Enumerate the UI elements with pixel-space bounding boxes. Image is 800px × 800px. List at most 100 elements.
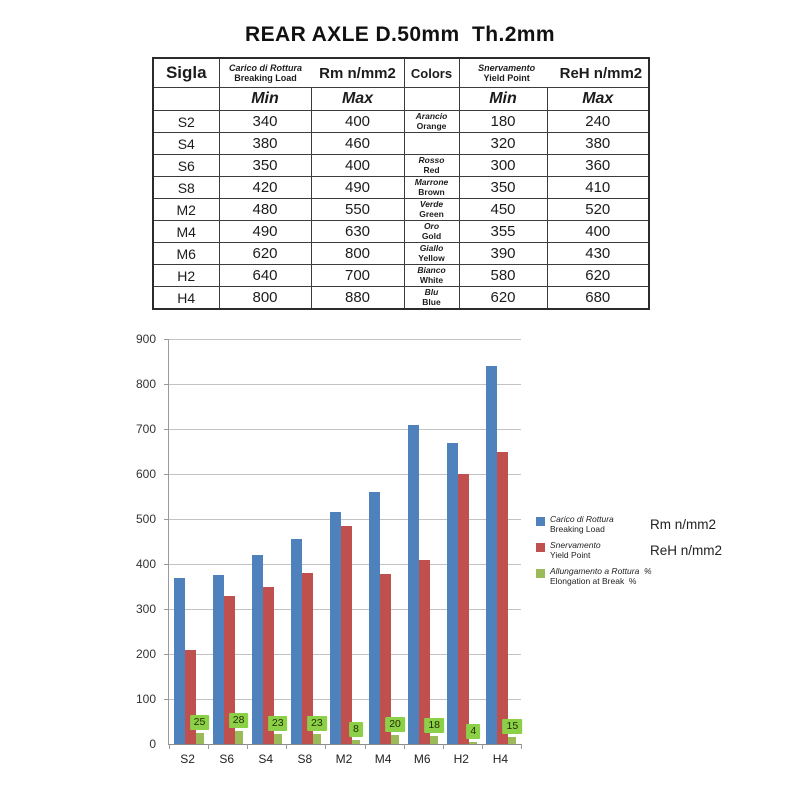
y-axis: 0 100 200 300 400 500 600 700 800 900 [100, 332, 162, 751]
table-row: S4 380 460 320 380 [152, 132, 650, 155]
cell-sigla: S4 [152, 132, 220, 155]
y-axis-label: 400 [135, 557, 156, 571]
elongation-value-label: 23 [267, 715, 288, 731]
cell-reh-min: 450 [458, 198, 548, 221]
color-name-italian: Arancio [415, 111, 448, 121]
color-name-italian: Marrone [414, 177, 449, 187]
bar-yield-point [184, 649, 196, 744]
cell-rm-min: 490 [218, 220, 312, 243]
legend-unit: Rm n/mm2 [650, 516, 717, 532]
y-tick-mark [164, 699, 169, 700]
y-axis-label: 500 [135, 512, 156, 526]
bar-yield-point [458, 474, 470, 744]
color-name-italian: Verde [419, 199, 444, 209]
cell-reh-min: 390 [458, 242, 548, 265]
table-header-row-1: Sigla Carico di Rottura Breaking Load Rm… [152, 57, 650, 88]
bar-breaking-load [369, 492, 381, 744]
x-axis-label: S8 [297, 752, 313, 766]
color-name-italian: Bianco [417, 265, 446, 275]
elongation-value-label: 18 [424, 717, 444, 733]
cell-color: Arancio Orange [403, 110, 460, 133]
bar-elongation [273, 733, 282, 744]
legend-label: Carico di Rottura Breaking Load [550, 514, 646, 534]
header-yield-it: Snervamento [478, 63, 536, 73]
elongation-value-label: 4 [466, 724, 481, 740]
cell-rm-max: 880 [310, 286, 405, 310]
color-name-english: Gold [421, 230, 442, 241]
header-rm-min: Min [218, 87, 312, 111]
bar-breaking-load [290, 539, 302, 744]
table-row: H2 640 700 Bianco White 580 620 [152, 264, 650, 287]
cell-rm-min: 340 [218, 110, 312, 133]
table-row: M4 490 630 Oro Gold 355 400 [152, 220, 650, 243]
header-reh-min: Min [458, 87, 548, 111]
bar-elongation [351, 740, 360, 744]
bar-yield-point [223, 595, 235, 744]
cell-reh-min: 300 [458, 154, 548, 177]
cell-rm-max: 400 [310, 110, 405, 133]
y-axis-label: 700 [135, 422, 156, 436]
color-name-italian: Rosso [418, 155, 445, 165]
cell-rm-max: 550 [310, 198, 405, 221]
cell-reh-max: 410 [546, 176, 650, 199]
bar-breaking-load [329, 512, 341, 744]
spec-table: Sigla Carico di Rottura Breaking Load Rm… [152, 57, 650, 310]
table-row: S8 420 490 Marrone Brown 350 410 [152, 176, 650, 199]
x-tick-mark [325, 744, 326, 749]
header-yield: Snervamento Yield Point [460, 63, 554, 83]
bar-breaking-load [486, 366, 498, 744]
header-breaking-load-it: Carico di Rottura [228, 63, 302, 73]
x-axis-label: M2 [335, 752, 353, 766]
x-axis-label: M4 [374, 752, 392, 766]
x-axis-label: H4 [492, 752, 509, 766]
y-axis-label: 200 [135, 647, 156, 661]
gridline [169, 474, 521, 475]
bar-elongation [508, 737, 517, 744]
cell-sigla: H4 [152, 286, 220, 310]
cell-rm-min: 620 [218, 242, 312, 265]
y-tick-mark [164, 654, 169, 655]
bar-elongation [234, 731, 243, 744]
cell-rm-max: 800 [310, 242, 405, 265]
legend-label-italian: Carico di Rottura [550, 514, 614, 524]
legend-label-english: Breaking Load [550, 524, 605, 534]
cell-reh-max: 680 [546, 286, 650, 310]
bar-elongation [195, 732, 204, 744]
legend-swatch [536, 517, 545, 526]
legend-label-english: Yield Point [550, 550, 591, 560]
x-tick-mark [286, 744, 287, 749]
cell-color: Marrone Brown [403, 176, 460, 199]
bar-elongation [469, 742, 478, 744]
x-tick-mark [208, 744, 209, 749]
cell-color: Rosso Red [403, 154, 460, 177]
bar-elongation [312, 733, 321, 744]
cell-reh-max: 430 [546, 242, 650, 265]
color-name-italian: Blu [424, 287, 439, 297]
x-axis: S2 S6 S4 S8 M2 M4 M6 H2 H4 [168, 752, 520, 766]
header-yield-en: Yield Point [483, 73, 530, 83]
bar-yield-point [301, 573, 313, 744]
y-tick-mark [164, 339, 169, 340]
cell-reh-min: 350 [458, 176, 548, 199]
cell-sigla: S6 [152, 154, 220, 177]
cell-reh-max: 620 [546, 264, 650, 287]
table-row: M6 620 800 Giallo Yellow 390 430 [152, 242, 650, 265]
elongation-value-label: 28 [228, 713, 249, 729]
cell-sigla: S8 [152, 176, 220, 199]
color-name-italian: Oro [423, 221, 440, 231]
gridline [169, 519, 521, 520]
cell-rm-min: 380 [218, 132, 312, 155]
header-empty-colors [403, 87, 460, 111]
plot-area: 25 28 23 23 8 20 18 4 15 [164, 339, 523, 749]
cell-rm-min: 350 [218, 154, 312, 177]
color-name-english: Yellow [418, 252, 445, 263]
cell-rm-max: 630 [310, 220, 405, 243]
legend-label: Snervamento Yield Point [550, 540, 646, 560]
chart-legend: Carico di Rottura Breaking Load Rm n/mm2 Sn… [536, 514, 786, 592]
bar-breaking-load [408, 424, 420, 744]
legend-unit: ReH n/mm2 [650, 542, 723, 558]
elongation-value-label: 25 [189, 714, 210, 730]
legend-label-english: Elongation at Break % [550, 576, 637, 586]
cell-color: Oro Gold [403, 220, 460, 243]
